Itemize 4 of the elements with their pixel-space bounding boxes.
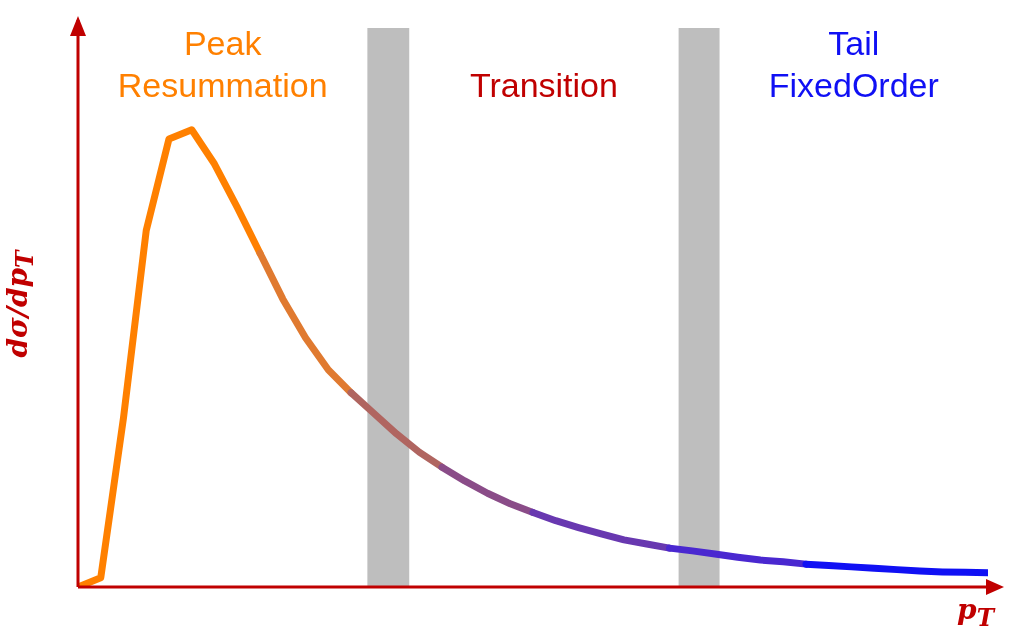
text: Tail FixedOrder <box>767 23 940 106</box>
text: Transition <box>468 65 619 106</box>
x-axis-title: p$_{T}$ <box>957 593 994 630</box>
text: Peak Resummation <box>116 23 329 106</box>
